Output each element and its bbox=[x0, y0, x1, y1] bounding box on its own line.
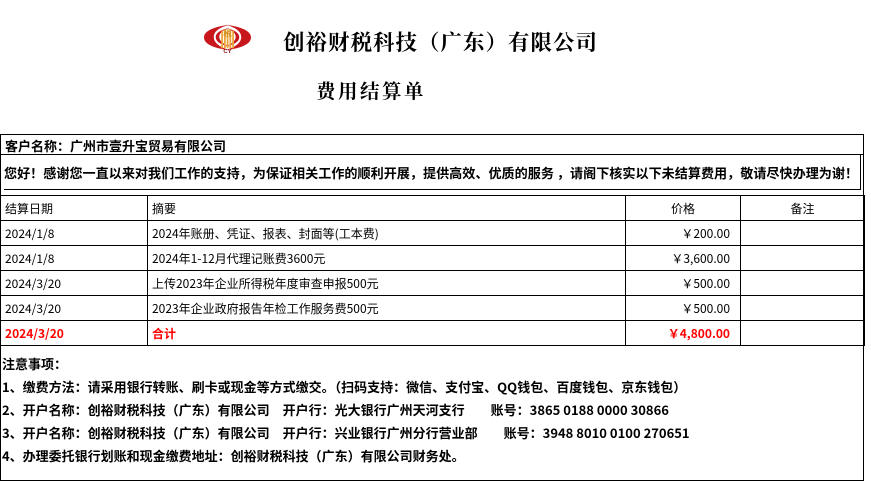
svg-text:税: 税 bbox=[223, 28, 232, 38]
svg-text:CY: CY bbox=[223, 49, 231, 55]
